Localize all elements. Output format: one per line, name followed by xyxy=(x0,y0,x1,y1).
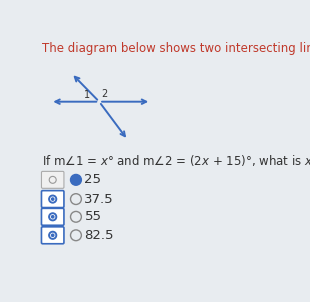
FancyBboxPatch shape xyxy=(42,208,64,225)
Text: If m$\angle$1 = $x$° and m$\angle$2 = (2$x$ + 15)°, what is $x$?: If m$\angle$1 = $x$° and m$\angle$2 = (2… xyxy=(42,153,310,168)
Circle shape xyxy=(51,216,54,218)
Text: 82.5: 82.5 xyxy=(84,229,114,242)
Circle shape xyxy=(49,195,56,203)
FancyBboxPatch shape xyxy=(42,171,64,188)
Text: 37.5: 37.5 xyxy=(84,193,114,206)
Text: 25: 25 xyxy=(84,173,101,186)
Circle shape xyxy=(72,175,80,184)
Circle shape xyxy=(49,213,56,221)
FancyBboxPatch shape xyxy=(42,191,64,207)
Text: 55: 55 xyxy=(84,210,101,223)
Circle shape xyxy=(51,233,55,237)
Circle shape xyxy=(51,215,55,219)
Circle shape xyxy=(71,175,81,185)
Text: The diagram below shows two intersecting lines.: The diagram below shows two intersecting… xyxy=(42,42,310,55)
Circle shape xyxy=(51,198,54,200)
Circle shape xyxy=(51,234,54,236)
Circle shape xyxy=(51,197,55,201)
Circle shape xyxy=(73,177,79,183)
Text: 1: 1 xyxy=(84,90,90,100)
Text: 2: 2 xyxy=(102,88,108,99)
Circle shape xyxy=(49,231,56,239)
FancyBboxPatch shape xyxy=(42,227,64,244)
